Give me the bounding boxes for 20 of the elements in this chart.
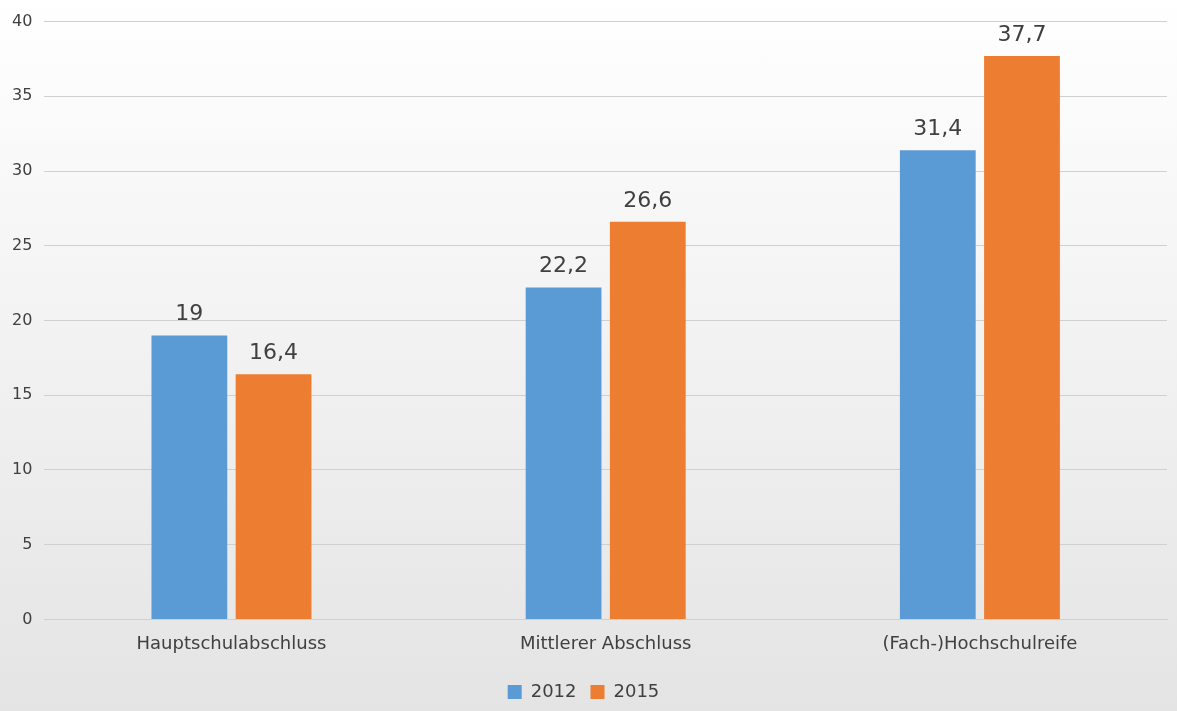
- legend-label: 2012: [530, 679, 577, 701]
- data-label: 16,4: [249, 339, 299, 365]
- data-label: 37,7: [997, 20, 1047, 46]
- x-tick-label: (Fach-)Hochschulreife: [882, 631, 1078, 653]
- x-tick-label: Mittlerer Abschluss: [519, 631, 692, 653]
- y-tick-label: 10: [12, 459, 33, 479]
- y-tick-label: 20: [12, 309, 33, 329]
- y-tick-label: 35: [12, 85, 33, 105]
- data-label: 19: [175, 300, 204, 326]
- y-tick-label: 30: [12, 160, 33, 180]
- legend-label: 2015: [613, 679, 660, 701]
- x-tick-label: Hauptschulabschluss: [136, 631, 327, 653]
- y-tick-label: 5: [22, 533, 33, 553]
- y-tick-label: 40: [12, 10, 33, 30]
- y-tick-label: 0: [22, 608, 33, 628]
- data-label: 22,2: [539, 252, 589, 278]
- data-label: 26,6: [623, 186, 673, 212]
- y-tick-label: 15: [12, 384, 33, 404]
- y-tick-label: 25: [12, 234, 33, 254]
- data-label: 31,4: [913, 114, 963, 140]
